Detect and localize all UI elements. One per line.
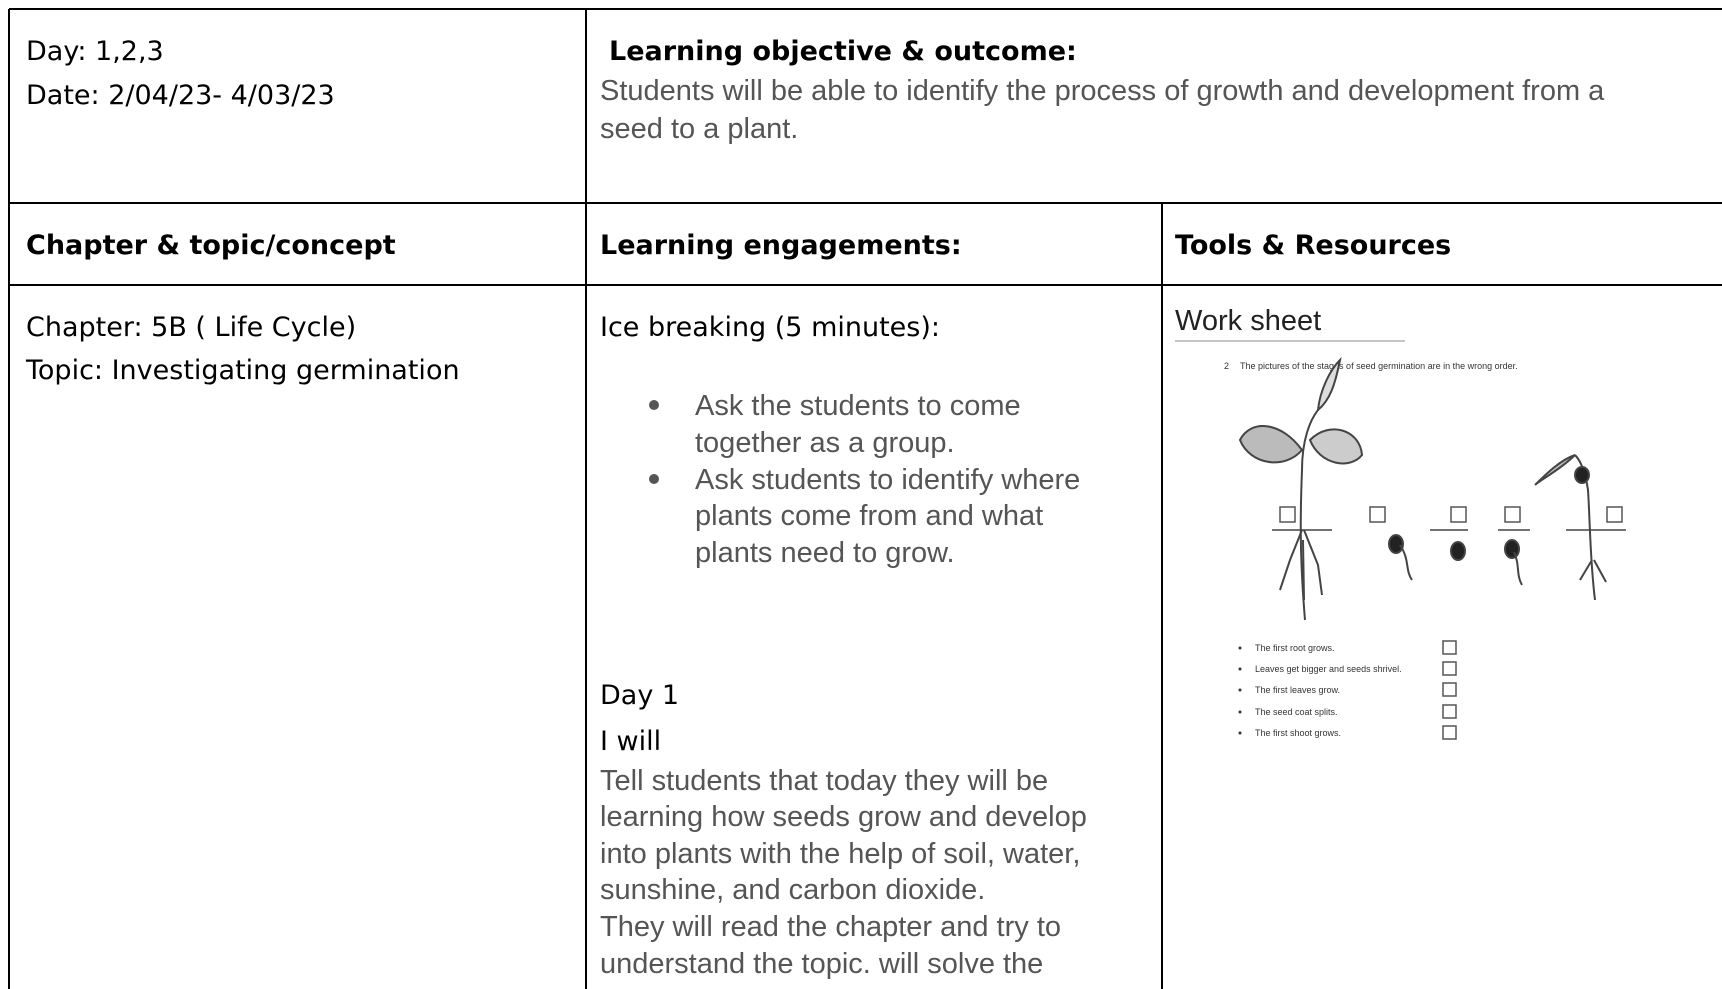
i-will: I will (600, 726, 661, 757)
column-header: Learning engagements: (600, 230, 962, 261)
bullet-line: Ask the students to come (695, 390, 1021, 422)
question-number: 2 (1224, 361, 1229, 371)
objective-title: Learning objective & outcome: (609, 36, 1077, 67)
column-header: Tools & Resources (1175, 230, 1451, 261)
bullet-line: together as a group. (695, 427, 955, 459)
bullet-line: plants come from and what (695, 500, 1043, 532)
body-line: sunshine, and carbon dioxide. (600, 874, 985, 906)
objective-line: Students will be able to identify the pr… (600, 75, 1605, 107)
statement: The first shoot grows. (1255, 728, 1341, 738)
chapter: Chapter: 5B ( Life Cycle) (26, 312, 356, 343)
statement: The first root grows. (1255, 643, 1335, 653)
date: Date: 2/04/23- 4/03/23 (26, 80, 335, 111)
body-line: They will read the chapter and try to (600, 911, 1061, 943)
bullet-line: Ask students to identify where (695, 464, 1080, 496)
body-line: into plants with the help of soil, water… (600, 838, 1080, 870)
bullets: Ask the students to come together as a g… (649, 390, 1080, 569)
day-heading: Day 1 (600, 680, 679, 711)
objective-line: seed to a plant. (600, 113, 798, 145)
statement: The first leaves grow. (1255, 685, 1340, 695)
bullet-line: plants need to grow. (695, 537, 955, 569)
body-line: understand the topic. will solve the (600, 948, 1043, 980)
statement: The seed coat splits. (1255, 707, 1338, 717)
ice-breaking: Ice breaking (5 minutes): (600, 312, 940, 343)
topic: Topic: Investigating germination (25, 355, 460, 386)
body-line: learning how seeds grow and develop (600, 801, 1087, 833)
column-header: Chapter & topic/concept (26, 230, 396, 261)
day: Day: 1,2,3 (26, 36, 164, 67)
body-line: Tell students that today they will be (600, 765, 1048, 797)
question: The pictures of the stages of seed germi… (1240, 361, 1518, 371)
worksheet-title: Work sheet (1175, 305, 1321, 337)
worksheet-image: 2 The pictures of the stages of seed ger… (1224, 356, 1626, 740)
table-borders (8, 8, 1722, 989)
statement: Leaves get bigger and seeds shrivel. (1255, 664, 1402, 674)
